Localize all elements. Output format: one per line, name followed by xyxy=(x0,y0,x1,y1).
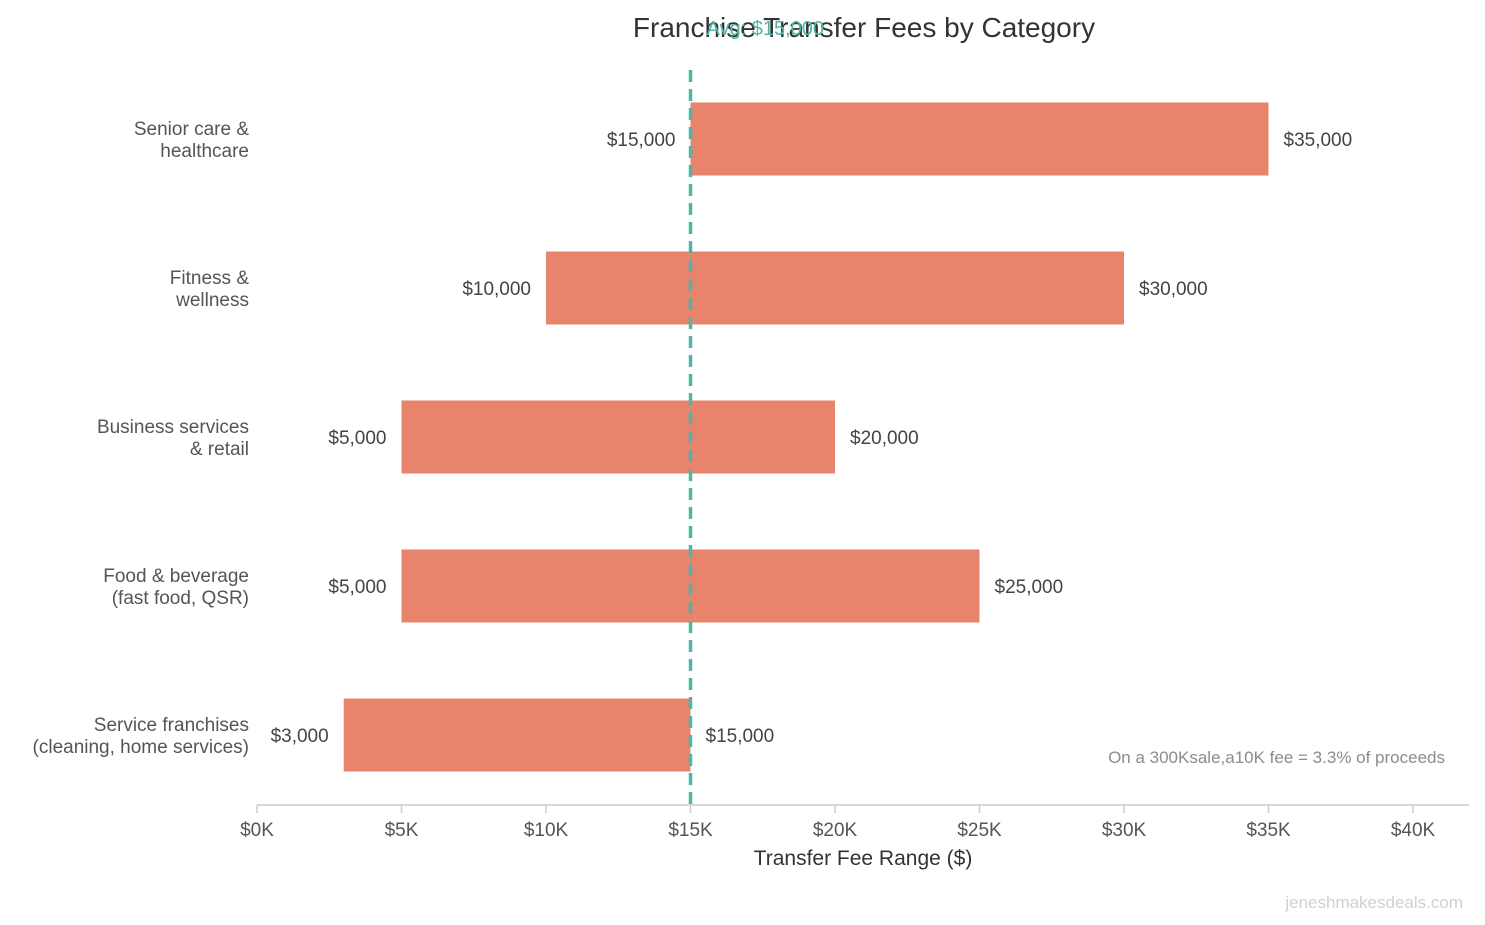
x-tick-label: $35K xyxy=(1246,820,1291,841)
category-label: Fitness & wellness xyxy=(170,268,250,311)
category-label-line: wellness xyxy=(175,290,249,311)
bar-low-label: $10,000 xyxy=(462,279,531,300)
x-tick-label: $40K xyxy=(1391,820,1436,841)
category-label: Senior care & healthcare xyxy=(134,119,249,162)
x-axis: $0K $5K $10K $15K $20K $25K $30K $35K $40K xyxy=(240,804,1469,841)
category-label: Food & beverage (fast food, QSR) xyxy=(103,566,249,609)
category-label-line: & retail xyxy=(190,439,249,460)
x-axis-title: Transfer Fee Range ($) xyxy=(754,847,973,870)
bar-low-label: $15,000 xyxy=(607,130,676,151)
bar-high-label: $25,000 xyxy=(995,577,1064,598)
x-tick-label: $15K xyxy=(668,820,713,841)
range-bar xyxy=(690,102,1269,176)
category-label-line: Service franchises xyxy=(94,715,249,736)
category-label: Business services & retail xyxy=(97,417,249,460)
x-tick-label: $20K xyxy=(813,820,858,841)
x-tick-label: $25K xyxy=(957,820,1002,841)
labels-layer: $15,000 $35,000 Senior care & healthcare $10… xyxy=(33,119,1353,758)
bar-high-label: $35,000 xyxy=(1284,130,1353,151)
average-reference-label: Avg: $15,000 xyxy=(707,18,825,40)
x-tick-label: $10K xyxy=(524,820,569,841)
category-label: Service franchises (cleaning, home servic… xyxy=(33,715,249,758)
category-label-line: Fitness & xyxy=(170,268,250,289)
category-label-line: (cleaning, home services) xyxy=(33,737,249,758)
chart-annotation: On a 300Ksale,a10K fee = 3.3% of proceed… xyxy=(1108,748,1445,767)
bar-low-label: $3,000 xyxy=(271,726,329,747)
category-label-line: healthcare xyxy=(160,141,249,162)
bar-low-label: $5,000 xyxy=(328,577,386,598)
x-tick-label: $5K xyxy=(385,820,419,841)
reference-layer: Avg: $15,000 xyxy=(688,18,825,805)
category-label-line: Business services xyxy=(97,417,249,438)
x-tick-label: $30K xyxy=(1102,820,1147,841)
range-bar xyxy=(401,400,835,474)
category-label-line: Senior care & xyxy=(134,119,249,140)
bar-low-label: $5,000 xyxy=(328,428,386,449)
range-bar xyxy=(546,251,1124,325)
chart-title: Franchise Transfer Fees by Category xyxy=(633,12,1095,43)
range-bar xyxy=(343,698,691,772)
bars-layer xyxy=(343,102,1269,772)
bar-high-label: $15,000 xyxy=(706,726,775,747)
category-label-line: Food & beverage xyxy=(103,566,249,587)
watermark: jeneshmakesdeals.com xyxy=(1284,893,1463,912)
category-label-line: (fast food, QSR) xyxy=(112,588,249,609)
bar-high-label: $20,000 xyxy=(850,428,919,449)
bar-high-label: $30,000 xyxy=(1139,279,1208,300)
x-tick-label: $0K xyxy=(240,820,274,841)
